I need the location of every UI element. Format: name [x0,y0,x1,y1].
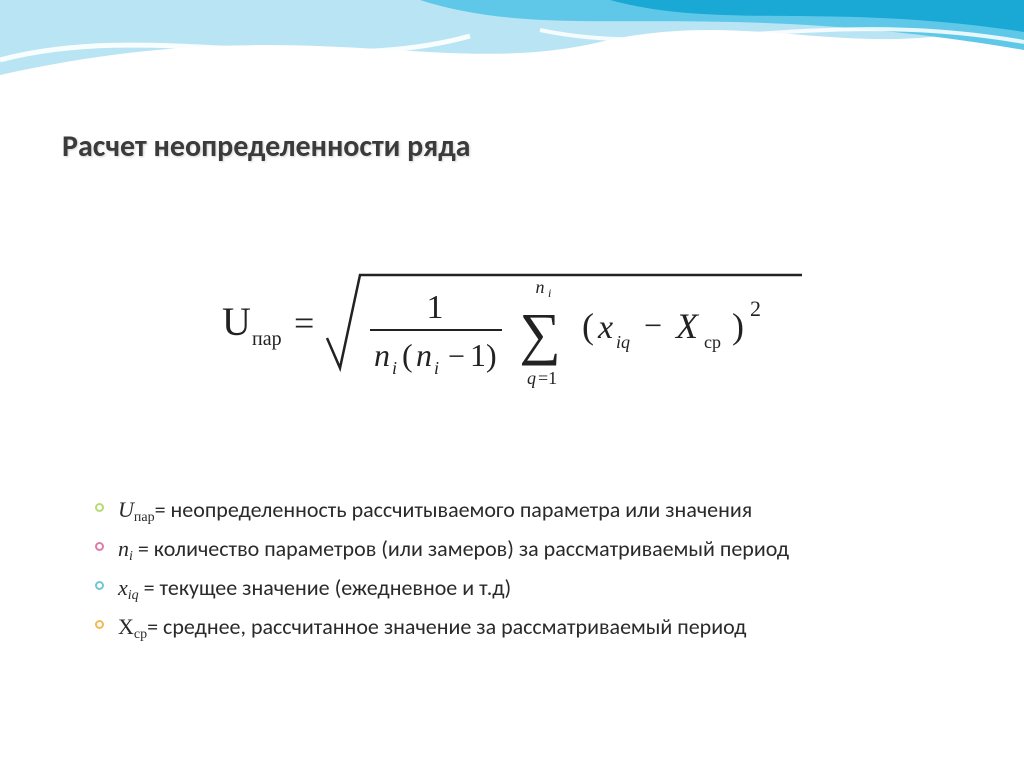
def-sub: iq [128,588,139,603]
svg-text:X: X [674,306,700,346]
def-var: x [118,575,128,600]
svg-text:2: 2 [750,296,761,321]
radical-symbol [327,275,802,368]
svg-text:i: i [548,286,551,300]
svg-text:i: i [434,358,439,378]
def-var: U [118,497,134,522]
svg-text:(: ( [402,337,413,373]
formula-equals: = [294,303,314,343]
svg-text:ср: ср [704,332,721,352]
def-text: = количество параметров (или замеров) за… [133,535,789,562]
sum-term: ( x iq − X ср ) 2 [582,296,761,352]
svg-text:=1: =1 [538,368,557,388]
svg-text:n: n [374,337,390,373]
list-item: ni = количество параметров (или замеров)… [95,534,945,567]
svg-text:∑: ∑ [519,301,560,366]
svg-text:): ) [732,306,744,346]
header-wave-decoration [0,0,1024,140]
def-sub: пар [134,510,155,525]
summation: n i ∑ q =1 [519,277,560,388]
list-item: Xср= среднее, рассчитанное значение за р… [95,612,945,645]
svg-text:−: − [448,340,465,373]
frac-den: n i ( n i − 1 ) [374,337,497,378]
def-sub: ср [134,627,147,642]
svg-text:n: n [536,277,545,297]
frac-num: 1 [427,289,444,326]
bullet-icon [95,581,104,590]
svg-text:x: x [597,309,613,346]
bullet-icon [95,620,104,629]
formula-lhs-U: U [222,299,251,344]
def-text: = неопределенность рассчитываемого парам… [155,496,753,523]
svg-text:n: n [416,337,432,373]
formula-lhs-sub: пар [252,328,282,350]
list-item: Uпар= неопределенность рассчитываемого п… [95,495,945,528]
svg-text:i: i [392,358,397,378]
def-text: = среднее, рассчитанное значение за расс… [147,613,746,640]
bullet-icon [95,503,104,512]
svg-text:): ) [486,337,497,373]
formula-area: U пар = 1 n i ( n i − 1 ) n i ∑ [0,240,1024,415]
list-item: xiq = текущее значение (ежедневное и т.д… [95,573,945,606]
svg-text:1: 1 [470,337,486,373]
svg-text:q: q [527,368,536,388]
def-var: n [118,536,129,561]
def-text: = текущее значение (ежедневное и т.д) [139,574,512,601]
svg-text:(: ( [582,306,594,346]
svg-text:iq: iq [616,332,630,352]
bullet-icon [95,542,104,551]
slide-title: Расчет неопределенности ряда [62,128,470,165]
svg-text:−: − [644,307,662,343]
def-var: X [118,614,134,639]
definitions-list: Uпар= неопределенность рассчитываемого п… [95,495,945,651]
formula-svg: U пар = 1 n i ( n i − 1 ) n i ∑ [192,240,832,410]
